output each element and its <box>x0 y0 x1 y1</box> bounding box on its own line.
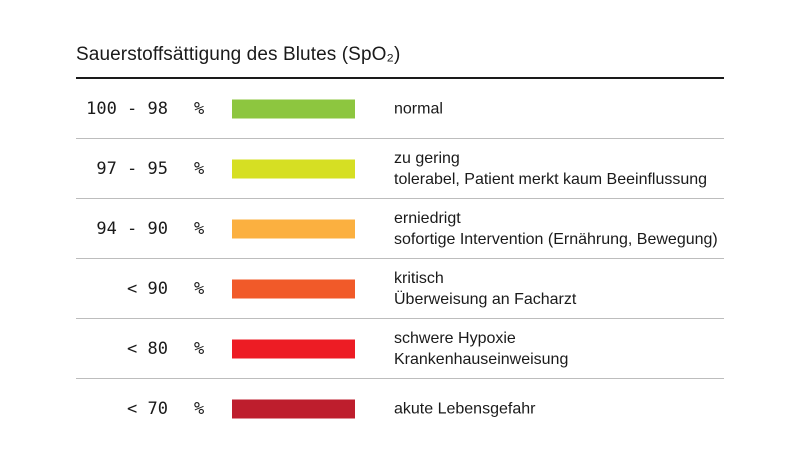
table-row: < 70% akute Lebensgefahr <box>76 379 724 439</box>
unit-label: % <box>194 218 205 239</box>
title-divider <box>76 77 724 79</box>
range-value: < 70 <box>127 399 168 419</box>
color-swatch <box>232 339 355 358</box>
description: zu gering tolerabel, Patient merkt kaum B… <box>394 148 707 190</box>
unit-label: % <box>194 399 205 419</box>
table-title: Sauerstoffsättigung des Blutes (SpO₂) <box>76 44 401 65</box>
unit-label: % <box>194 278 205 299</box>
range-value: 100 - 98 <box>86 98 168 119</box>
color-swatch <box>232 99 355 118</box>
table-row: 97 - 95% zu gering tolerabel, Patient merk… <box>76 139 724 199</box>
status-label: schwere Hypoxie <box>394 329 516 347</box>
description: akute Lebensgefahr <box>394 399 535 420</box>
description: normal <box>394 98 443 119</box>
table-row: < 90% kritisch Überweisung an Facharzt <box>76 259 724 319</box>
action-note: Krankenhauseinweisung <box>394 350 569 368</box>
color-swatch <box>232 159 355 178</box>
status-label: zu gering <box>394 149 460 167</box>
color-swatch <box>232 399 355 419</box>
status-label: normal <box>394 100 443 117</box>
range-value: 97 - 95 <box>96 158 168 179</box>
description: erniedrigt sofortige Intervention (Ernähr… <box>394 208 718 250</box>
action-note: sofortige Intervention (Ernährung, Beweg… <box>394 230 718 248</box>
range-value: < 90 <box>127 278 168 299</box>
status-label: kritisch <box>394 269 444 287</box>
description: kritisch Überweisung an Facharzt <box>394 268 576 310</box>
table-row: < 80% schwere Hypoxie Krankenhauseinweisun… <box>76 319 724 379</box>
description: schwere Hypoxie Krankenhauseinweisung <box>394 328 568 370</box>
action-note: tolerabel, Patient merkt kaum Beeinfluss… <box>394 170 708 188</box>
range-value: < 80 <box>127 338 168 359</box>
color-swatch <box>232 279 355 298</box>
range-value: 94 - 90 <box>96 218 168 239</box>
status-label: akute Lebensgefahr <box>394 400 536 418</box>
unit-label: % <box>194 98 205 119</box>
status-label: erniedrigt <box>394 209 461 227</box>
table-body: 100 - 98% normal 97 - 95% zu gering tolerabe… <box>76 79 724 439</box>
unit-label: % <box>194 158 205 179</box>
color-swatch <box>232 219 355 238</box>
action-note: Überweisung an Facharzt <box>394 290 577 308</box>
table-row: 100 - 98% normal <box>76 79 724 139</box>
unit-label: % <box>194 338 205 359</box>
table-row: 94 - 90% erniedrigt sofortige Intervention… <box>76 199 724 259</box>
